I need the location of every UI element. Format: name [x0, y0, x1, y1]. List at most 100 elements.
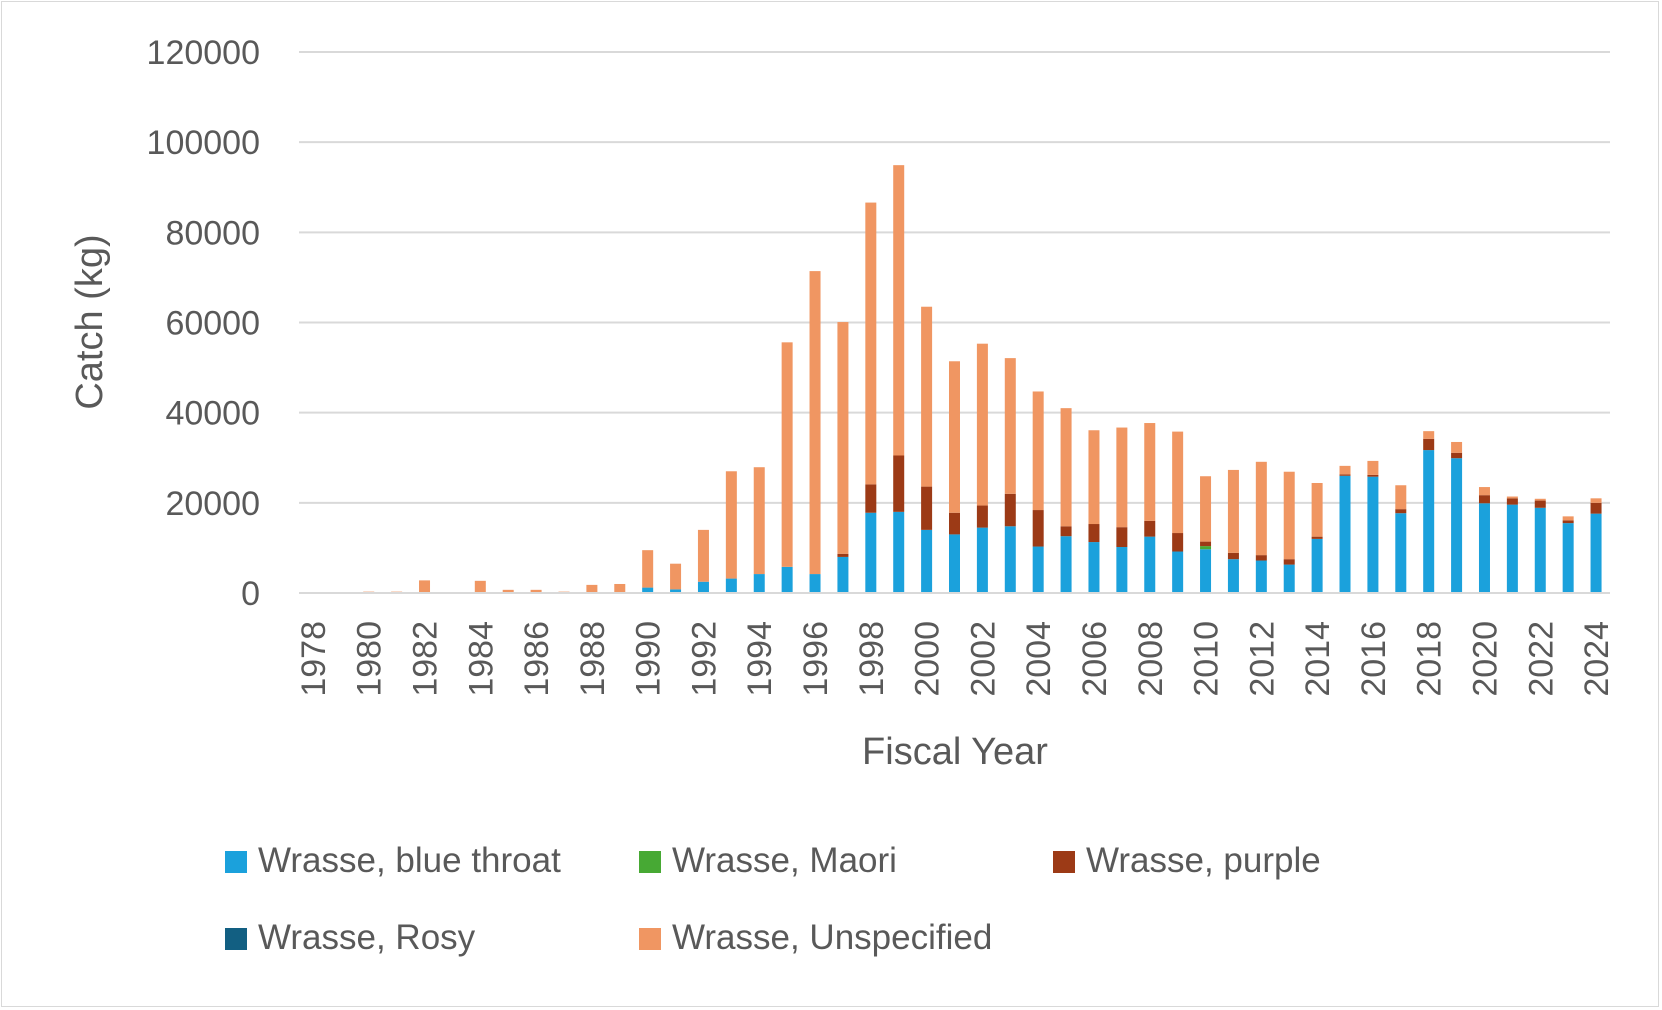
bar-segment	[1339, 465, 1351, 475]
bar-segment	[893, 165, 905, 456]
legend-swatch	[225, 928, 247, 950]
bar-segment	[1144, 536, 1156, 593]
bar-segment	[1506, 504, 1518, 593]
y-tick-label: 60000	[165, 305, 260, 343]
x-tick-label: 1986	[518, 621, 556, 697]
bar-segment	[1367, 476, 1379, 593]
bar-segment	[474, 580, 486, 593]
legend-swatch	[639, 928, 661, 950]
bar-segment	[1172, 551, 1184, 593]
y-tick-label: 20000	[165, 485, 260, 523]
bar-segment	[1590, 513, 1602, 593]
legend: Wrasse, blue throat Wrasse, Maori Wrasse, …	[225, 841, 1321, 957]
bar-segment	[1200, 476, 1212, 542]
bar-segment	[1423, 438, 1435, 451]
bar-segment	[1395, 485, 1407, 510]
bar-segment	[1004, 526, 1016, 593]
bar-segment	[1060, 526, 1072, 537]
bar-segment	[1562, 520, 1574, 524]
bar-segment	[1534, 507, 1546, 593]
bar-segment	[837, 322, 849, 554]
x-tick-label: 1990	[630, 621, 668, 697]
x-axis-title: Fiscal Year	[862, 731, 1048, 773]
legend-label: Wrasse, Rosy	[258, 918, 476, 957]
x-tick-label: 2008	[1132, 621, 1170, 697]
legend-label: Wrasse, Maori	[672, 841, 897, 880]
bar-segment	[1032, 546, 1044, 593]
bar-segment	[1088, 524, 1100, 543]
x-tick-label: 1998	[853, 621, 891, 697]
bar-segment	[809, 271, 821, 575]
bar-segment	[921, 486, 933, 530]
bar-segment	[642, 587, 654, 593]
bar-segment	[1423, 450, 1435, 593]
bar-segment	[1339, 475, 1351, 593]
x-tick-label: 2002	[964, 621, 1002, 697]
bar-segment	[1478, 495, 1490, 504]
bar-segment	[586, 584, 598, 593]
x-tick-label: 1994	[741, 621, 779, 697]
bar-segment	[1200, 546, 1212, 550]
legend-label: Wrasse, purple	[1086, 841, 1321, 880]
x-tick-label: 2012	[1243, 621, 1281, 697]
bar-segment	[1283, 559, 1295, 565]
bar-segment	[837, 553, 849, 557]
x-tick-label: 2024	[1578, 621, 1616, 697]
bar-segment	[1590, 498, 1602, 503]
bar-segment	[893, 455, 905, 512]
bar-segment	[1367, 460, 1379, 475]
bar-segment	[642, 550, 654, 588]
legend-swatch	[639, 851, 661, 873]
x-tick-label: 2006	[1076, 621, 1114, 697]
x-tick-label: 1992	[685, 621, 723, 697]
bar-segment	[1339, 474, 1351, 476]
bar-segment	[1144, 520, 1156, 537]
bar-segment	[670, 589, 682, 593]
bar-segment	[419, 580, 431, 593]
bar-segment	[1200, 549, 1212, 593]
bar-segment	[1506, 498, 1518, 505]
bar-segment	[1367, 474, 1379, 477]
bar-segment	[976, 527, 988, 593]
bar-segment	[614, 583, 626, 593]
y-tick-labels: 0 20000 40000 60000 80000 100000 120000	[147, 34, 260, 613]
bar-segment	[1116, 527, 1128, 548]
x-tick-label: 1988	[574, 621, 612, 697]
bar-segment	[753, 574, 765, 593]
x-tick-label: 2022	[1522, 621, 1560, 697]
x-tick-labels: 1978 1980 1982 1984 1986 1988 1990 1992 1994 1996…	[295, 621, 1616, 697]
bar-segment	[530, 589, 542, 593]
bar-segment	[976, 343, 988, 506]
bar-segment	[949, 361, 960, 513]
bar-segment	[753, 467, 765, 575]
legend-swatch	[225, 851, 247, 873]
bar-segment	[865, 484, 877, 513]
bar-segment	[1534, 500, 1546, 508]
bar-segment	[1451, 458, 1463, 593]
bar-segment	[1255, 555, 1267, 561]
bar-segment	[1478, 487, 1490, 496]
bar-segment	[1311, 536, 1323, 539]
x-tick-label: 2018	[1411, 621, 1449, 697]
bar-segment	[1004, 493, 1016, 527]
bar-segment	[670, 563, 682, 590]
bar-segment	[697, 529, 709, 582]
x-tick-label: 1984	[462, 621, 500, 697]
bar-segment	[1395, 509, 1407, 514]
legend-label: Wrasse, Unspecified	[672, 918, 992, 957]
bar-segment	[1451, 452, 1463, 459]
bar-segment	[1088, 542, 1100, 593]
x-tick-label: 2004	[1020, 621, 1058, 697]
bar-segment	[781, 566, 793, 593]
bar-segment	[502, 589, 514, 593]
bar-segment	[1255, 560, 1267, 593]
bars	[363, 165, 1602, 593]
y-tick-label: 100000	[147, 124, 260, 162]
bar-segment	[1032, 391, 1044, 511]
bar-segment	[1172, 533, 1184, 552]
bar-segment	[1506, 496, 1518, 499]
bar-segment	[1423, 431, 1435, 439]
bar-segment	[893, 511, 905, 593]
